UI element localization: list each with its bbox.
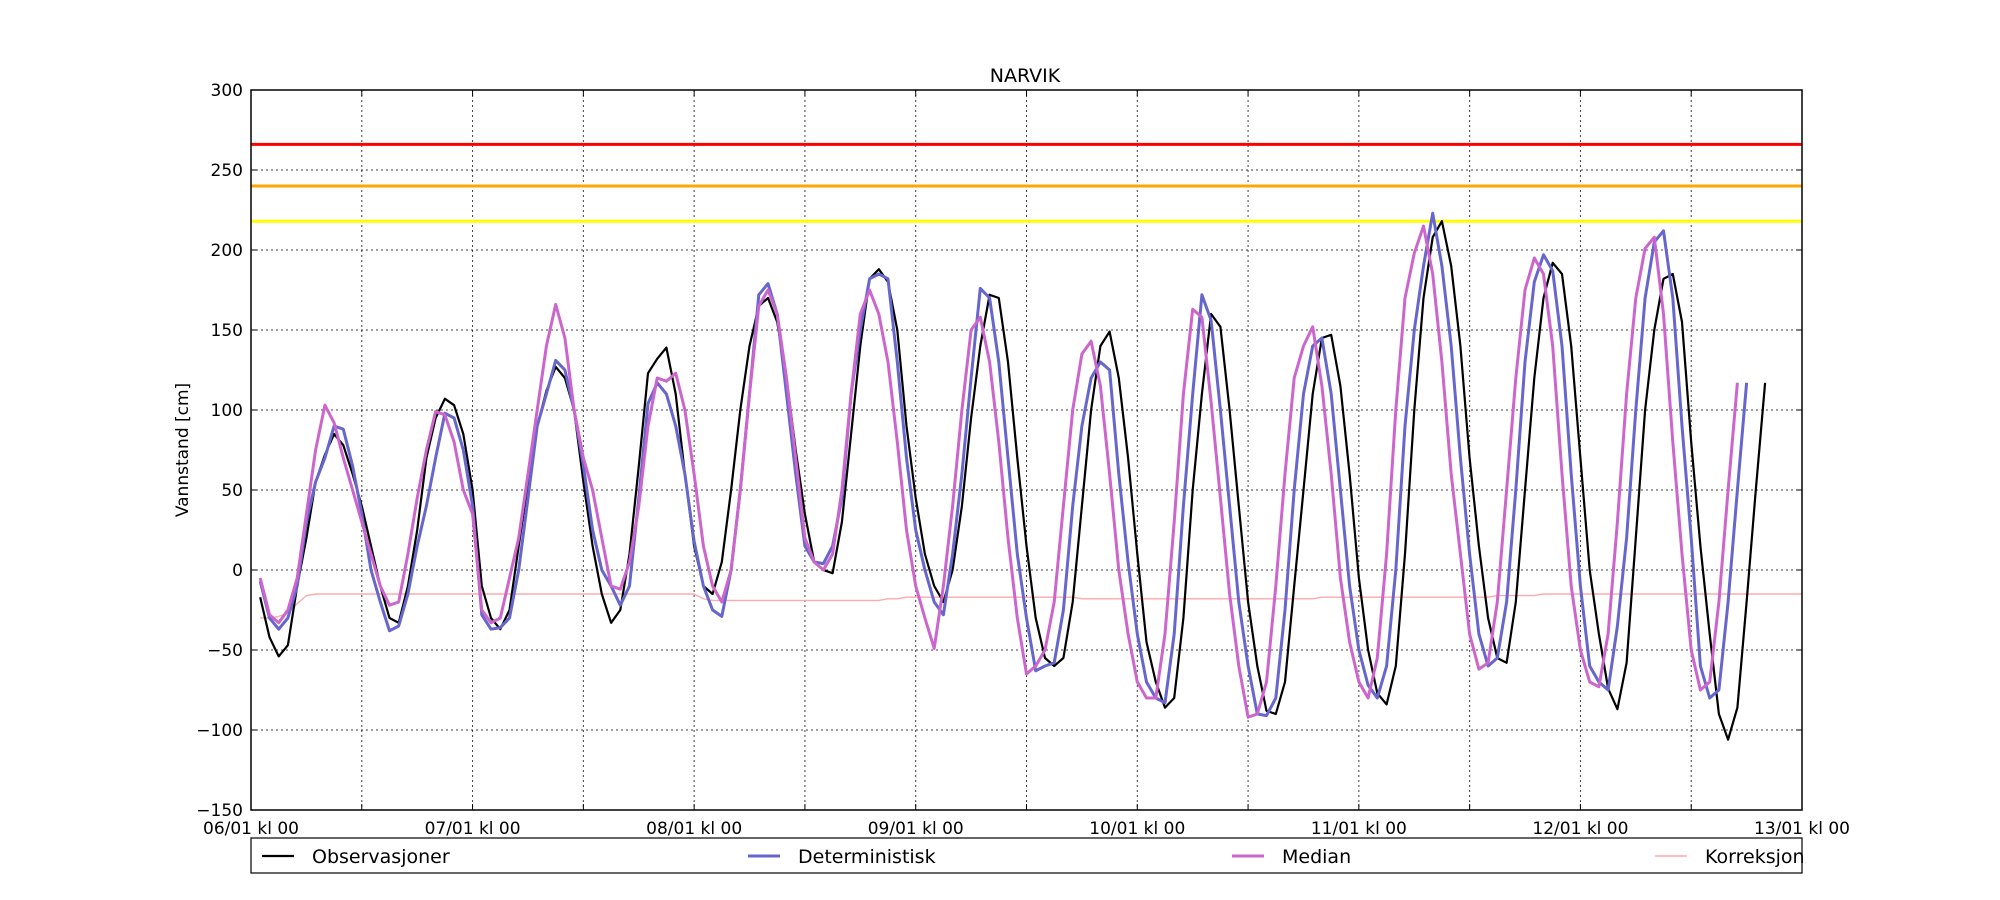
series-line-korreksjon bbox=[260, 593, 1802, 619]
legend-label: Korreksjon bbox=[1705, 846, 1805, 868]
x-tick-label: 12/01 kl 00 bbox=[1532, 819, 1628, 839]
x-tick-label: 10/01 kl 00 bbox=[1089, 819, 1185, 839]
y-tick-label: 0 bbox=[232, 561, 243, 581]
y-tick-label: 300 bbox=[211, 81, 243, 101]
y-tick-label: 100 bbox=[211, 401, 243, 421]
y-tick-label: 250 bbox=[211, 161, 243, 181]
x-tick-label: 06/01 kl 00 bbox=[203, 819, 299, 839]
y-tick-label: 200 bbox=[211, 241, 243, 261]
y-axis-label: Vannstand [cm] bbox=[173, 383, 193, 517]
y-tick-label: −150 bbox=[196, 801, 243, 821]
y-tick-label: 150 bbox=[211, 321, 243, 341]
y-tick-label: −100 bbox=[196, 721, 243, 741]
y-tick-label: 50 bbox=[221, 481, 243, 501]
series-layer bbox=[258, 211, 1802, 741]
legend: Observasjoner Deterministisk Median Korreks… bbox=[250, 837, 1805, 874]
y-tick-label: −50 bbox=[207, 641, 243, 661]
series-line-median bbox=[258, 224, 1739, 719]
threshold-lines bbox=[251, 142, 1802, 223]
series-line-observasjoner bbox=[259, 220, 1767, 741]
x-tick-label: 09/01 kl 00 bbox=[868, 819, 964, 839]
chart-title: NARVIK bbox=[990, 65, 1061, 87]
legend-frame bbox=[250, 837, 1803, 874]
series-line-deterministisk bbox=[258, 211, 1749, 718]
x-tick-label: 07/01 kl 00 bbox=[425, 819, 521, 839]
legend-label: Median bbox=[1282, 846, 1351, 868]
x-tick-label: 13/01 kl 00 bbox=[1754, 819, 1850, 839]
legend-label: Observasjoner bbox=[312, 846, 450, 868]
x-tick-label: 11/01 kl 00 bbox=[1311, 819, 1407, 839]
legend-label: Deterministisk bbox=[798, 846, 936, 868]
tick-layer: −150 −100 −50 0 50 100 150 200 250 300 06/01 kl 00… bbox=[196, 81, 1850, 839]
x-tick-label: 08/01 kl 00 bbox=[646, 819, 742, 839]
